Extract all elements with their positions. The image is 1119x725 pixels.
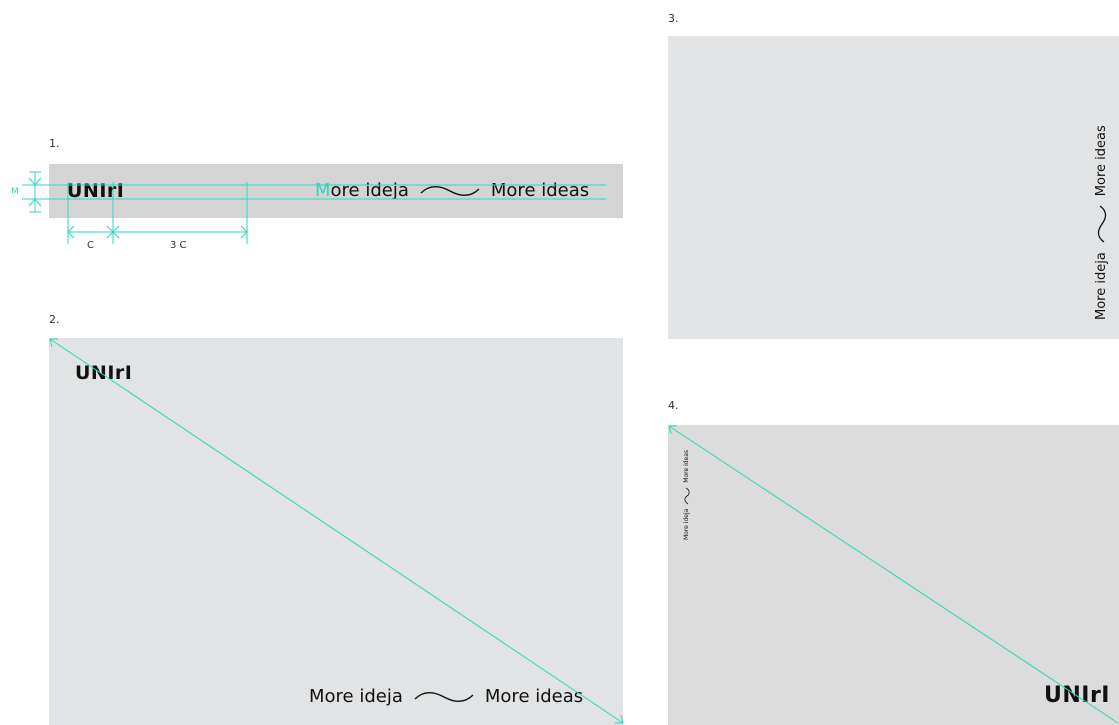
wave-icon <box>414 691 474 702</box>
wave-icon <box>420 185 480 196</box>
layout-panel-3: More ideja More ideas <box>668 36 1119 339</box>
wave-icon <box>683 487 690 505</box>
section-number-1: 1. <box>49 137 60 150</box>
section-number-3: 3. <box>668 12 679 25</box>
section-number-2: 2. <box>49 313 60 326</box>
m-dimension-label: M <box>11 187 19 197</box>
tagline-vertical: More ideja More ideas <box>683 450 690 540</box>
tagline-right: More ideas <box>484 686 584 707</box>
unir-logo: UNIrI <box>75 362 133 384</box>
three-c-dimension-label: 3 C <box>170 240 187 251</box>
tagline: More ideja More ideas <box>309 686 583 707</box>
tagline-vertical: More ideja More ideas <box>1094 125 1109 320</box>
c-dimension-label: C <box>87 240 94 251</box>
tagline-left: More ideja <box>309 686 403 707</box>
wave-icon <box>1097 205 1106 243</box>
section-number-4: 4. <box>668 399 679 412</box>
